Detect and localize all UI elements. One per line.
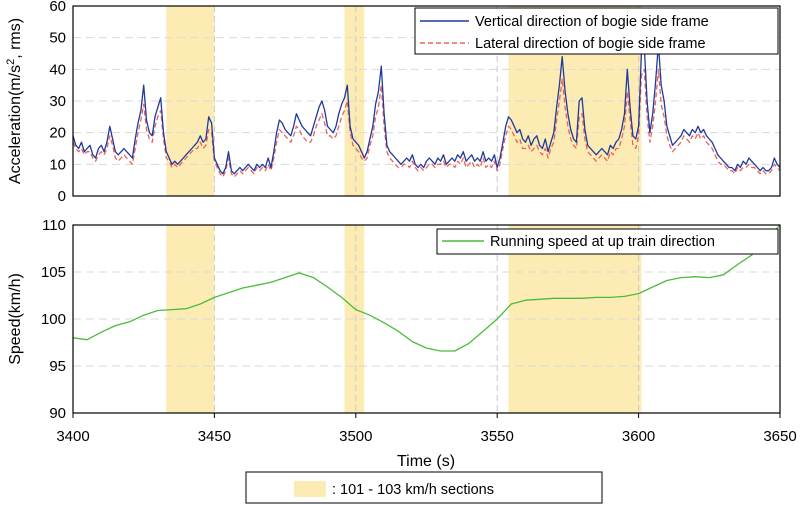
bottom-ytick-label: 105 [41,264,66,281]
sections-legend: : 101 - 103 km/h sections [245,471,603,504]
top-ytick-label: 50 [49,30,66,47]
sections-legend-swatch [294,481,326,497]
sections-legend-label: : 101 - 103 km/h sections [332,482,494,498]
legend-label-speed: Running speed at up train direction [490,234,715,250]
tick-labels: 0 10 20 30 40 50 60 90 95 100 105 110 3400 3450 3500 35… [41,0,797,445]
top-ytick-label: 60 [49,0,66,15]
series-line-lateral [72,68,781,178]
top-ytick-label: 20 [49,125,66,142]
bottom-legend-box [436,228,779,255]
series-line-speed [72,224,781,352]
xtick-label: 3400 [56,428,89,445]
top-plot-frame [72,5,781,197]
legend-label-lateral: Lateral direction of bogie side frame [475,36,706,52]
legend-label-vertical: Vertical direction of bogie side frame [475,14,709,30]
bottom-ytick-label: 110 [42,217,66,234]
bottom-ytick-label: 100 [41,311,66,328]
x-axis-label: Time (s) [397,453,455,470]
bottom-ytick-label: 90 [49,405,66,422]
bottom-legend: Running speed at up train direction [436,228,779,255]
series-line-vertical [72,43,781,175]
top-ylabel-sup: 2 [5,59,17,65]
bottom-ylabel: Speed(km/h) [7,273,24,365]
top-legend-box [414,7,779,55]
top-ylabel: Acceleration(m/s2, rms) [5,18,24,184]
bottom-plot-frame [72,224,781,414]
xtick-label: 3500 [339,428,372,445]
series-group [72,43,781,352]
xtick-label: 3600 [622,428,655,445]
xtick-label: 3650 [763,428,796,445]
bottom-ytick-label: 95 [49,358,66,375]
shaded-sections [166,6,642,413]
top-ytick-label: 30 [49,93,66,110]
top-legend: Vertical direction of bogie side frame L… [414,7,779,55]
top-ytick-label: 0 [58,188,66,205]
top-ylabel-main: Acceleration(m/s [7,65,24,184]
top-ylabel-tail: , rms) [7,18,24,59]
xtick-label: 3550 [481,428,514,445]
top-ytick-label: 40 [49,61,66,78]
shaded-band-1-top [344,6,365,196]
top-ytick-label: 10 [49,156,66,173]
xtick-label: 3450 [198,428,231,445]
